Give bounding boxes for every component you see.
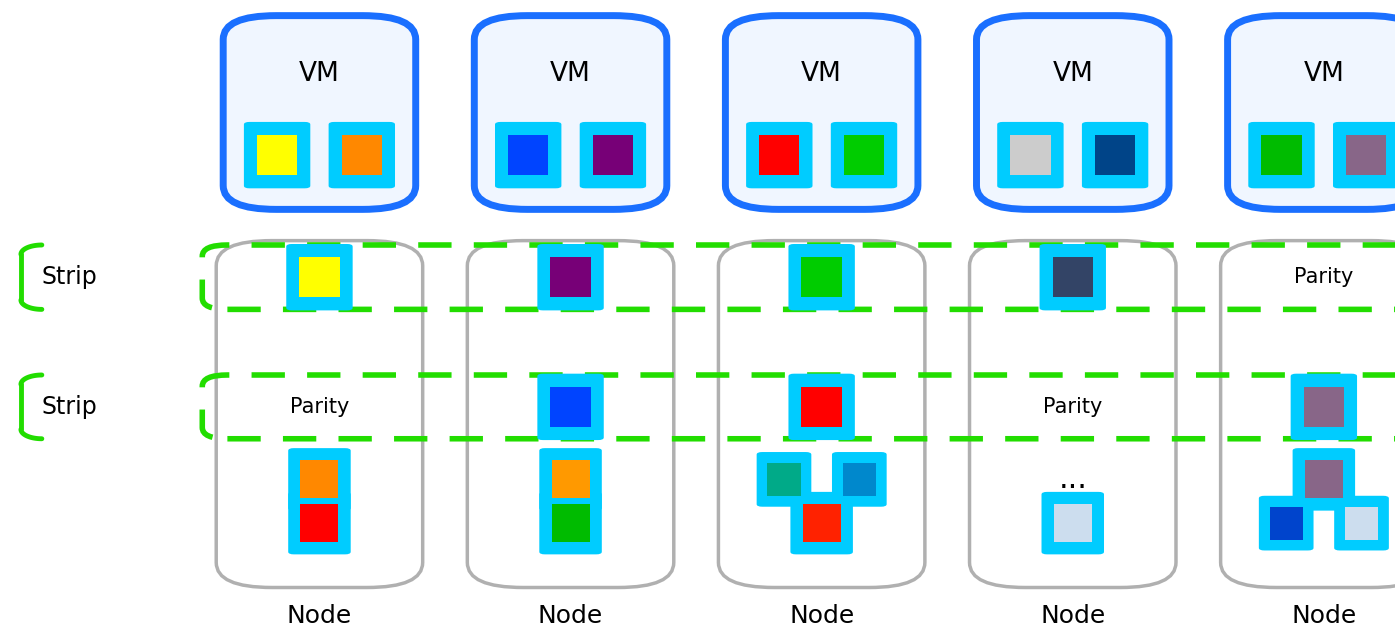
Text: ...: ... — [1059, 465, 1087, 494]
FancyBboxPatch shape — [1053, 504, 1092, 542]
FancyBboxPatch shape — [802, 504, 841, 542]
Text: Parity: Parity — [1295, 268, 1353, 288]
FancyBboxPatch shape — [1334, 496, 1389, 551]
FancyBboxPatch shape — [580, 122, 646, 188]
Text: Strip: Strip — [42, 395, 98, 419]
FancyBboxPatch shape — [1261, 135, 1302, 175]
FancyBboxPatch shape — [1010, 135, 1050, 175]
FancyBboxPatch shape — [593, 135, 633, 175]
FancyBboxPatch shape — [1304, 461, 1343, 498]
Text: Node: Node — [1292, 604, 1356, 625]
Text: VM: VM — [1052, 61, 1094, 87]
FancyBboxPatch shape — [1249, 122, 1314, 188]
FancyBboxPatch shape — [976, 16, 1169, 209]
FancyBboxPatch shape — [329, 122, 395, 188]
FancyBboxPatch shape — [1228, 16, 1395, 209]
FancyBboxPatch shape — [802, 257, 841, 298]
FancyBboxPatch shape — [1039, 244, 1106, 311]
FancyBboxPatch shape — [551, 387, 590, 427]
Text: Node: Node — [1041, 604, 1105, 625]
FancyBboxPatch shape — [1293, 448, 1355, 511]
FancyBboxPatch shape — [286, 244, 353, 311]
FancyBboxPatch shape — [718, 241, 925, 588]
FancyBboxPatch shape — [1258, 496, 1314, 551]
FancyBboxPatch shape — [289, 492, 350, 554]
FancyBboxPatch shape — [244, 122, 310, 188]
FancyBboxPatch shape — [540, 448, 601, 511]
Text: Node: Node — [287, 604, 352, 625]
Text: Parity: Parity — [290, 397, 349, 417]
FancyBboxPatch shape — [843, 462, 876, 496]
FancyBboxPatch shape — [540, 492, 601, 554]
FancyBboxPatch shape — [997, 122, 1063, 188]
FancyBboxPatch shape — [551, 504, 590, 542]
Text: VM: VM — [1303, 61, 1345, 87]
FancyBboxPatch shape — [1221, 241, 1395, 588]
FancyBboxPatch shape — [1053, 257, 1092, 298]
FancyBboxPatch shape — [1083, 122, 1148, 188]
FancyBboxPatch shape — [767, 462, 801, 496]
FancyBboxPatch shape — [1346, 135, 1387, 175]
FancyBboxPatch shape — [1095, 135, 1136, 175]
FancyBboxPatch shape — [756, 452, 812, 507]
Text: Node: Node — [790, 604, 854, 625]
FancyBboxPatch shape — [537, 244, 604, 311]
FancyBboxPatch shape — [831, 122, 897, 188]
Text: VM: VM — [550, 61, 591, 87]
FancyBboxPatch shape — [300, 504, 339, 542]
FancyBboxPatch shape — [1290, 374, 1357, 440]
FancyBboxPatch shape — [551, 257, 590, 298]
Text: Strip: Strip — [42, 265, 98, 289]
FancyBboxPatch shape — [1345, 506, 1378, 540]
FancyBboxPatch shape — [759, 135, 799, 175]
FancyBboxPatch shape — [257, 135, 297, 175]
FancyBboxPatch shape — [216, 241, 423, 588]
FancyBboxPatch shape — [289, 448, 350, 511]
FancyBboxPatch shape — [342, 135, 382, 175]
Text: Node: Node — [538, 604, 603, 625]
FancyBboxPatch shape — [551, 461, 590, 498]
FancyBboxPatch shape — [300, 257, 339, 298]
FancyBboxPatch shape — [474, 16, 667, 209]
FancyBboxPatch shape — [788, 244, 855, 311]
FancyBboxPatch shape — [791, 492, 852, 554]
FancyBboxPatch shape — [746, 122, 812, 188]
FancyBboxPatch shape — [1334, 122, 1395, 188]
FancyBboxPatch shape — [1269, 506, 1303, 540]
FancyBboxPatch shape — [1304, 387, 1343, 427]
Text: VM: VM — [801, 61, 843, 87]
FancyBboxPatch shape — [802, 387, 841, 427]
FancyBboxPatch shape — [725, 16, 918, 209]
FancyBboxPatch shape — [223, 16, 416, 209]
FancyBboxPatch shape — [495, 122, 561, 188]
FancyBboxPatch shape — [788, 374, 855, 440]
FancyBboxPatch shape — [831, 452, 887, 507]
Text: VM: VM — [299, 61, 340, 87]
FancyBboxPatch shape — [970, 241, 1176, 588]
FancyBboxPatch shape — [467, 241, 674, 588]
FancyBboxPatch shape — [1042, 492, 1103, 554]
FancyBboxPatch shape — [537, 374, 604, 440]
FancyBboxPatch shape — [508, 135, 548, 175]
FancyBboxPatch shape — [844, 135, 884, 175]
Text: Parity: Parity — [1043, 397, 1102, 417]
FancyBboxPatch shape — [300, 461, 339, 498]
